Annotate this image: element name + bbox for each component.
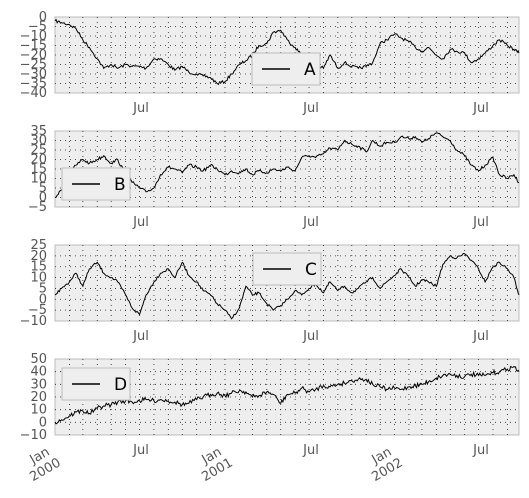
panel-c-series-line [54, 252, 520, 320]
panel-d-background [54, 358, 520, 436]
panel-d-y-tick-label: 20 [30, 390, 47, 405]
panel-a-y-tick-label: 0 [39, 10, 47, 25]
panel-b-background [54, 130, 520, 208]
panel-a-y-tick-label: −5 [28, 20, 47, 35]
panel-c-y-tick-label: 20 [30, 249, 47, 264]
panel-d-x-tick-label: Jul [302, 443, 319, 458]
panel-c-y-tick-label: 25 [30, 238, 47, 253]
panel-a-y-tick-label: −20 [20, 48, 47, 63]
panel-d-legend: D [61, 367, 131, 401]
panel-c-y-tick-label: −5 [28, 303, 47, 318]
panel-b-y-tick-label: 30 [30, 134, 47, 149]
panel-c-y-tick-label: 10 [30, 271, 47, 286]
panel-d-x-tick-label: Jul [132, 443, 149, 458]
panel-b-y-tick-label: 10 [30, 172, 47, 187]
panel-d-x-tick-label-jan-2000: Jan 2000 [20, 442, 64, 485]
panel-b-y-tick-label: 25 [30, 143, 47, 158]
panel-b-y-tick-label: 0 [39, 191, 47, 206]
panel-b-series-line [54, 132, 520, 198]
panel-c-x-tick-label: Jul [302, 329, 319, 344]
panel-b-y-tick-label: 5 [39, 181, 47, 196]
panel-a-y-tick-label: −35 [20, 77, 47, 92]
panel-c-x-tick-label: Jul [132, 329, 149, 344]
panel-a-legend: A [251, 52, 321, 86]
panel-b-y-tick-label: 20 [30, 153, 47, 168]
panel-d-x-tick-label-jan-2001: Jan 2001 [192, 442, 236, 485]
panel-d: 50 40 30 20 10 0 −10 Jul Jul Jul Jan 200… [20, 352, 520, 485]
panel-a-x-tick-label: Jul [132, 101, 149, 116]
panel-b-x-tick-label: Jul [472, 215, 489, 230]
panel-b-x-tick-label: Jul [302, 215, 319, 230]
panel-a-y-tick-label: −40 [20, 86, 47, 101]
panel-d-legend-label: D [114, 375, 127, 395]
panel-d-y-tick-label: −10 [20, 428, 47, 443]
panel-d-y-tick-label: 50 [30, 352, 47, 367]
panel-b-y-tick-label: 35 [30, 124, 47, 139]
panel-b: 35 30 25 20 15 10 5 0 −5 Jul Jul Jul B [28, 124, 520, 230]
panel-b-x-tick-label: Jul [132, 215, 149, 230]
panel-a-y-tick-label: −30 [20, 67, 47, 82]
panel-a-x-tick-label: Jul [302, 101, 319, 116]
panel-a-series-line [54, 18, 520, 86]
panel-d-series-line [54, 365, 520, 425]
panel-a-legend-label: A [304, 60, 316, 80]
panel-c-y-tick-label: 15 [30, 260, 47, 275]
panel-c-y-tick-label: −10 [20, 314, 47, 329]
panel-a-y-tick-label: −10 [20, 29, 47, 44]
panel-c-legend: C [252, 252, 322, 286]
panel-d-y-tick-label: 30 [30, 377, 47, 392]
panel-d-y-tick-label: 0 [39, 415, 47, 430]
panel-b-y-tick-label: −5 [28, 200, 47, 215]
panel-d-x-tick-label-jan-2002: Jan 2002 [362, 442, 406, 485]
panel-b-y-tick-label: 15 [30, 162, 47, 177]
panel-a-y-tick-label: −25 [20, 58, 47, 73]
panel-c-x-tick-label: Jul [472, 329, 489, 344]
panel-c-legend-label: C [305, 260, 317, 280]
panel-b-legend: B [61, 167, 131, 201]
panel-d-x-tick-label: Jul [472, 443, 489, 458]
panel-c-y-tick-label: 5 [39, 281, 47, 296]
panel-a-x-tick-label: Jul [472, 101, 489, 116]
panel-c: 25 20 15 10 5 0 −5 −10 Jul Jul Jul C [20, 238, 520, 344]
panel-c-y-tick-label: 0 [39, 292, 47, 307]
panel-b-legend-label: B [114, 175, 126, 195]
panel-a: 0 −5 −10 −15 −20 −25 −30 −35 −40 Jul Jul… [20, 10, 520, 116]
panel-a-y-tick-label: −15 [20, 39, 47, 54]
panel-d-y-tick-label: 40 [30, 365, 47, 380]
panel-d-y-tick-label: 10 [30, 403, 47, 418]
